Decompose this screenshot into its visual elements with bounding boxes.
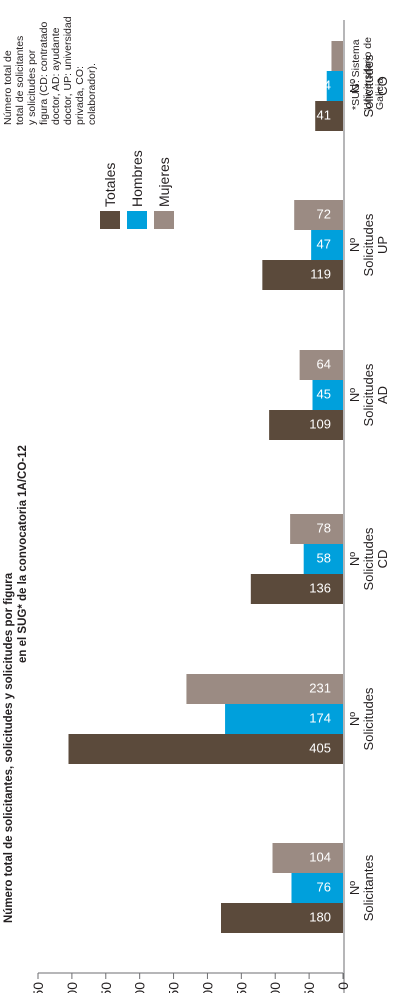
bar-mujeres-2: [290, 514, 343, 544]
y-tick-label-3: 150: [233, 982, 249, 993]
bar-hombres-5: [326, 71, 344, 101]
chart-subtitle: en el SUG* de la convocatoria 1A/CO-12: [17, 445, 29, 663]
annotation-line-5: doctor, UP: universidad: [62, 16, 74, 125]
annotation-line-1: total de solicitantes: [14, 36, 26, 125]
bar-totales-0: [221, 903, 343, 933]
category-label-2-0: Nº: [347, 552, 362, 566]
data-label-totales-0: 180: [309, 909, 331, 924]
legend-swatch-totales: [100, 211, 120, 229]
chart-title: Número total de solicitantes, solicitude…: [3, 572, 15, 923]
y-axis: 0 50 100 150 200 250 300 350 400 450: [30, 20, 351, 993]
data-label-mujeres-5: 17: [317, 47, 331, 62]
category-label-2-1: Solicitudes: [361, 527, 376, 590]
data-label-totales-3: 109: [309, 416, 331, 431]
category-label-0-0: Nº: [347, 881, 362, 895]
bar-mujeres-1: [186, 674, 343, 704]
category-label-4-1: Solicitudes: [361, 213, 376, 276]
bar-hombres-3: [312, 380, 343, 410]
legend-swatch-hombres: [127, 211, 147, 229]
data-label-mujeres-0: 104: [309, 849, 331, 864]
y-tick-label-1: 50: [301, 982, 317, 993]
data-label-totales-4: 119: [310, 266, 331, 281]
y-tick-label-4: 200: [199, 982, 215, 993]
category-label-4-2: UP: [375, 236, 390, 254]
annotation-line-3: figura (CD: contratado: [38, 22, 50, 125]
bar-totales-1: [68, 734, 343, 764]
y-tick-label-0: 0: [335, 982, 351, 990]
footnote-line-1: Universitario de: [362, 37, 374, 110]
data-label-hombres-2: 58: [317, 550, 331, 565]
annotation-line-0: Número total de: [2, 50, 14, 125]
bar-totales-4: [262, 260, 344, 290]
bars: 180 405 136 109 119 41 76 174 58 45 47 24 104 231 78 64…: [68, 41, 344, 933]
bar-hombres-4: [311, 230, 343, 260]
data-label-hombres-0: 76: [317, 879, 331, 894]
category-label-1-1: Solicitudes: [361, 687, 376, 750]
bar-mujeres-0: [272, 843, 343, 873]
bar-totales-5: [315, 101, 344, 131]
bar-mujeres-4: [294, 200, 344, 230]
y-tick-label-6: 300: [132, 982, 148, 993]
category-label-5-1: Solicitudes: [361, 54, 376, 117]
category-label-3-0: Nº: [347, 388, 362, 402]
data-label-mujeres-4: 72: [317, 206, 331, 221]
data-label-hombres-4: 47: [317, 236, 331, 251]
y-tick-label-8: 400: [64, 982, 80, 993]
legend-label-totales: Totales: [102, 163, 118, 207]
annotation-line-4: doctor, AD: ayudante: [50, 27, 62, 125]
category-label-4-0: Nº: [347, 238, 362, 252]
data-label-hombres-3: 45: [317, 386, 331, 401]
y-tick-label-7: 350: [98, 982, 114, 993]
category-label-1-0: Nº: [347, 712, 362, 726]
data-label-mujeres-2: 78: [317, 520, 331, 535]
data-label-totales-1: 405: [309, 740, 331, 755]
data-label-totales-5: 41: [317, 107, 331, 122]
annotation-line-2: y solicitudes por: [26, 49, 38, 125]
bar-totales-2: [250, 574, 343, 604]
category-label-5-0: Nº: [347, 79, 362, 93]
bar-totales-3: [269, 410, 343, 440]
annotation: Número total de total de solicitantes y so…: [2, 16, 98, 125]
bar-mujeres-3: [299, 350, 343, 380]
legend: Totales Hombres Mujeres: [100, 150, 174, 229]
category-label-3-2: AD: [375, 386, 390, 404]
footnote-line-2: Galicia: [374, 78, 386, 110]
y-tick-label-5: 250: [166, 982, 182, 993]
footnote-line-0: *SUG: Sistema: [350, 39, 362, 110]
category-label-3-1: Solicitudes: [361, 363, 376, 426]
y-tick-label-2: 100: [267, 982, 283, 993]
legend-label-mujeres: Mujeres: [156, 157, 172, 207]
footnote: *SUG: Sistema Universitario de Galicia: [350, 37, 386, 110]
data-label-totales-2: 136: [309, 580, 331, 595]
bar-mujeres-5: [331, 41, 344, 71]
bar-hombres-0: [291, 873, 344, 903]
data-label-hombres-5: 24: [317, 77, 331, 92]
legend-swatch-mujeres: [154, 211, 174, 229]
category-label-0-1: Solicitantes: [361, 854, 376, 921]
chart-rotated-group: Número total de solicitantes, solicitude…: [2, 16, 390, 993]
legend-label-hombres: Hombres: [129, 150, 145, 207]
data-label-mujeres-3: 64: [317, 356, 331, 371]
category-label-2-2: CD: [375, 550, 390, 569]
data-label-mujeres-1: 231: [309, 680, 331, 695]
category-label-5-2: CO: [375, 76, 390, 96]
bar-hombres-1: [225, 704, 343, 734]
y-tick-label-9: 450: [30, 982, 46, 993]
data-label-hombres-1: 174: [309, 710, 331, 725]
annotation-line-6: privada, CO:: [74, 66, 86, 125]
annotation-line-7: colaborador).: [86, 63, 98, 125]
bar-hombres-2: [303, 544, 344, 574]
